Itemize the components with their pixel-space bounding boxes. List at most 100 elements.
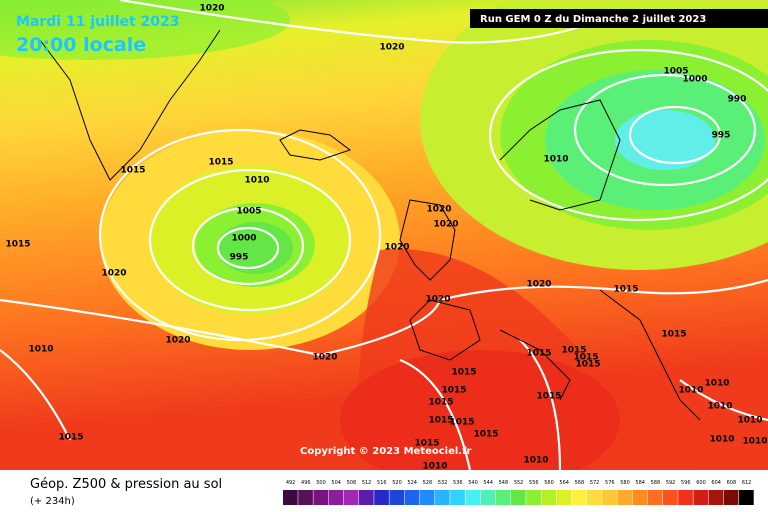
scale-label: 592 [666,480,676,486]
scale-label: 492 [286,480,296,486]
scale-swatch [647,490,663,505]
run: Run GEM 0 Z du Dimanche 2 juillet 2023 [480,14,706,25]
isobar-label: 1020 [384,243,409,253]
scale-label: 600 [696,480,706,486]
isobar-label: 1005 [236,207,261,217]
isobar-label: 1015 [120,166,145,176]
scale-label: 560 [544,480,554,486]
isobar-label: 1020 [199,4,224,14]
scale-label: 584 [635,480,645,486]
isobar-label: 1015 [428,416,453,426]
scale-swatch [663,490,678,505]
isobar-label: 1020 [433,220,458,230]
time: 20:00 locale [16,34,146,56]
isobar-label: 1010 [678,386,703,396]
scale-swatch [617,490,633,505]
scale-label: 604 [711,480,721,486]
scale-label: 612 [742,480,752,486]
scale-label: 496 [301,480,311,486]
isobar-label: 1015 [58,433,83,443]
scale-label: 512 [362,480,372,486]
scale-swatch [480,490,496,505]
date: Mardi 11 juillet 2023 [16,14,180,30]
scale-swatch [374,490,389,505]
scale-swatch [313,490,329,505]
isobar-label: 1010 [543,155,568,165]
scale-swatch [419,490,435,505]
scale-swatch [465,490,481,505]
isobar-label: 1015 [526,349,551,359]
isobar-label: 995 [230,253,249,263]
isobar-label: 1015 [536,392,561,402]
isobar-label: 1020 [425,295,450,305]
scale-swatch [404,490,420,505]
isobar-label: 1010 [28,345,53,355]
scale-swatch [343,490,359,505]
scale-label: 516 [377,480,387,486]
isobar-label: 1015 [661,330,686,340]
isobar-label: 995 [712,131,731,141]
scale-label: 536 [453,480,463,486]
isobar-label: 1015 [208,158,233,168]
lead-time: (+ 234h) [30,496,75,507]
scale-swatch [632,490,648,505]
scale-swatch [708,490,724,505]
map-field [0,0,768,470]
scale-swatch [389,490,405,505]
isobar-label: 1015 [473,430,498,440]
scale-label: 508 [347,480,357,486]
scale-swatch [678,490,693,505]
isobar-label: 1010 [742,437,767,447]
scale-swatch [298,490,313,505]
run-banner [470,9,768,28]
scale-label: 504 [331,480,341,486]
scale-label: 568 [575,480,585,486]
isobar-label: 1015 [613,285,638,295]
scale-label: 544 [483,480,493,486]
isobar-label: 1015 [449,418,474,428]
scale-swatch [602,490,617,505]
isobar-label: 1010 [709,435,734,445]
scale-label: 532 [438,480,448,486]
scale-label: 524 [407,480,417,486]
isobar-label: 1020 [526,280,551,290]
scale-label: 520 [392,480,402,486]
isobar-label: 1015 [575,360,600,370]
scale-swatch [526,490,541,505]
scale-swatch [450,490,465,505]
isobar-label: 1015 [573,353,598,363]
isobar-label: 1015 [561,346,586,356]
scale-swatch [693,490,709,505]
isobar-label: 1020 [426,205,451,215]
isobar-label: 1010 [523,456,548,466]
isobar-label: 1015 [428,398,453,408]
scale-label: 596 [681,480,691,486]
footer-title: Géop. Z500 & pression au sol [30,477,222,492]
isobar-label: 1000 [231,234,256,244]
scale-label: 548 [499,480,509,486]
color-scale: 492 496 500 504 508 512 516 520 524 528 532 536 540 5… [283,480,754,505]
scale-label: 540 [468,480,478,486]
isobar-label: 1005 [663,67,688,77]
isobar-label: 1010 [704,379,729,389]
scale-label: 552 [514,480,524,486]
copyright: Copyright © 2023 Meteociel.fr [300,446,471,457]
isobar-label: 1010 [244,176,269,186]
isobar-label: 990 [728,95,747,105]
isobar-label: 1020 [312,353,337,363]
scale-label: 500 [316,480,326,486]
scale-swatch [495,490,511,505]
scale-label: 576 [605,480,615,486]
scale-label: 564 [559,480,569,486]
isobar-label: 1015 [5,240,30,250]
isobar-label: 1010 [422,462,447,472]
isobar-label: 1020 [165,336,190,346]
scale-swatch [556,490,572,505]
isobar-label: 1010 [707,402,732,412]
scale-swatch [328,490,344,505]
isobar-label: 1015 [414,439,439,449]
isobar-label: 1020 [379,43,404,53]
scale-swatch [511,490,526,505]
scale-label: 580 [620,480,630,486]
